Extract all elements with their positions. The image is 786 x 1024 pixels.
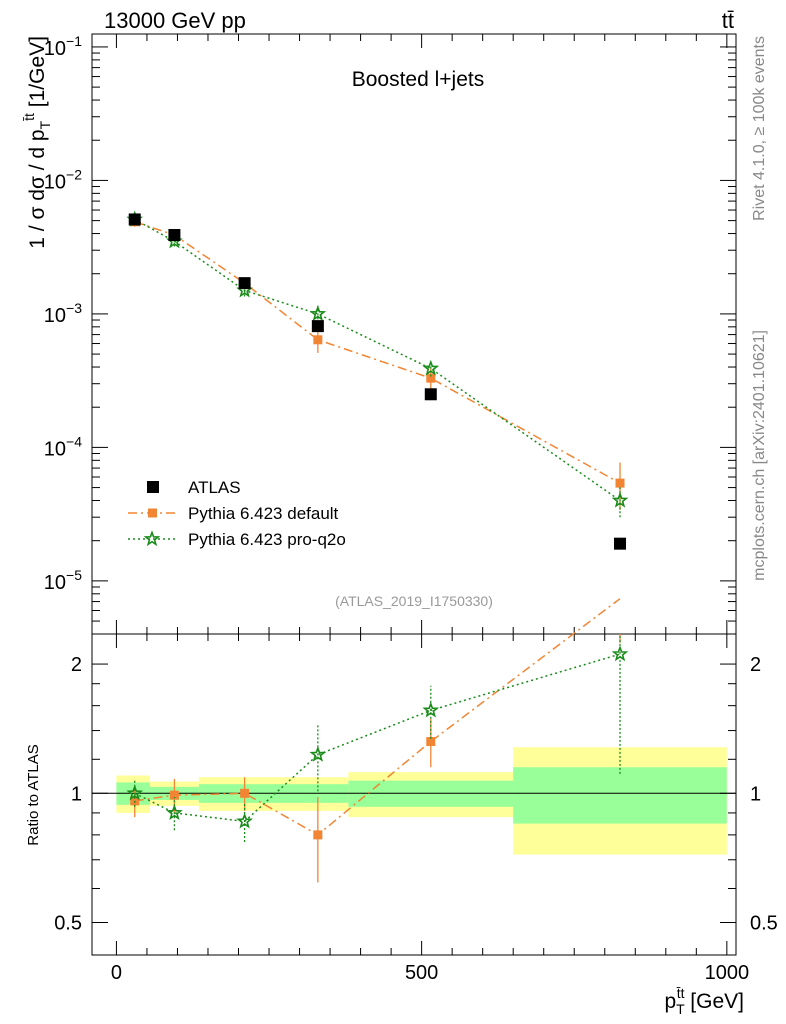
ratio-data-series <box>126 598 629 883</box>
series-line <box>134 653 621 823</box>
main-y-axis-title: 1 / σ dσ / d pTt̄t [1/GeV] <box>21 36 53 249</box>
data-point-marker <box>309 305 327 322</box>
legend-entry-label: ATLAS <box>188 478 241 497</box>
ratio-uncertainty-bands <box>92 747 736 855</box>
data-point-marker <box>426 737 436 747</box>
data-point-marker <box>615 478 625 488</box>
y-tick-label: 10−5 <box>44 567 82 594</box>
x-tick-label: 500 <box>405 962 438 984</box>
ratio-frame <box>91 633 737 956</box>
legend-entry-label: Pythia 6.423 pro-q2o <box>188 530 346 549</box>
legend: ATLAS Pythia 6.423 default Pythia 6.423 pr… <box>128 478 346 549</box>
data-point-marker <box>422 701 440 718</box>
beam-energy-label: 13000 GeV pp <box>104 8 246 33</box>
main-y-axis-label: 1 / σ dσ / d pTt̄t [1/GeV] <box>21 36 53 249</box>
data-point-marker <box>422 359 440 376</box>
x-tick-label: 0 <box>111 962 122 984</box>
data-point-marker <box>611 645 629 662</box>
y-tick-label: 1 <box>71 783 82 805</box>
data-point-marker <box>614 537 627 550</box>
x-axis-title: pTt̄t [GeV] <box>664 985 744 1017</box>
series-line <box>134 598 621 836</box>
y-tick-label: 10−3 <box>44 300 82 327</box>
data-point-marker <box>236 812 253 829</box>
data-point-marker <box>169 790 179 800</box>
y-tick-label: 0.5 <box>54 912 82 934</box>
rivet-version-label: Rivet 4.1.0, ≥ 100k events <box>751 36 768 221</box>
ratio-axis-ticks: 0.5 0.5 1 1 2 2 0 500 1000 <box>54 633 778 984</box>
series-line <box>134 221 621 484</box>
data-point-marker <box>426 373 436 383</box>
data-point-marker <box>313 335 323 345</box>
data-point-marker <box>313 830 323 840</box>
legend-marker <box>143 530 161 547</box>
mcplots-label: mcplots.cern.ch [arXiv:2401.10621] <box>751 330 768 581</box>
y-tick-label: 10−1 <box>44 33 82 60</box>
y-tick-label-right: 2 <box>750 654 761 676</box>
data-point-marker <box>166 804 183 821</box>
data-point-marker <box>240 788 250 798</box>
y-tick-label: 10−4 <box>44 433 82 460</box>
main-data-series <box>126 210 629 550</box>
y-tick-label: 2 <box>71 654 82 676</box>
legend-entry-label: Pythia 6.423 default <box>188 504 339 523</box>
y-tick-label-right: 0.5 <box>750 912 778 934</box>
x-tick-label: 1000 <box>705 962 750 984</box>
legend-marker <box>148 508 157 518</box>
y-tick-label: 10−2 <box>44 166 82 193</box>
plot-title: Boosted l+jets <box>352 68 485 91</box>
series-line <box>134 218 621 502</box>
data-point-marker <box>309 745 327 762</box>
data-point-marker <box>424 388 437 401</box>
stat-uncertainty-band <box>513 767 727 824</box>
analysis-tag: (ATLAS_2019_I1750330) <box>335 593 493 609</box>
process-label: tt̄ <box>722 8 734 33</box>
data-point-marker <box>126 784 144 801</box>
ratio-y-axis-label: Ratio to ATLAS <box>25 744 42 845</box>
data-point-marker <box>311 320 324 333</box>
y-tick-label-right: 1 <box>750 783 761 805</box>
data-point-marker <box>168 229 181 242</box>
legend-marker <box>147 481 159 493</box>
data-point-marker <box>611 491 629 508</box>
data-point-marker <box>128 213 141 226</box>
data-point-marker <box>238 277 251 290</box>
x-axis-label: pTt̄t [GeV] <box>664 985 744 1017</box>
